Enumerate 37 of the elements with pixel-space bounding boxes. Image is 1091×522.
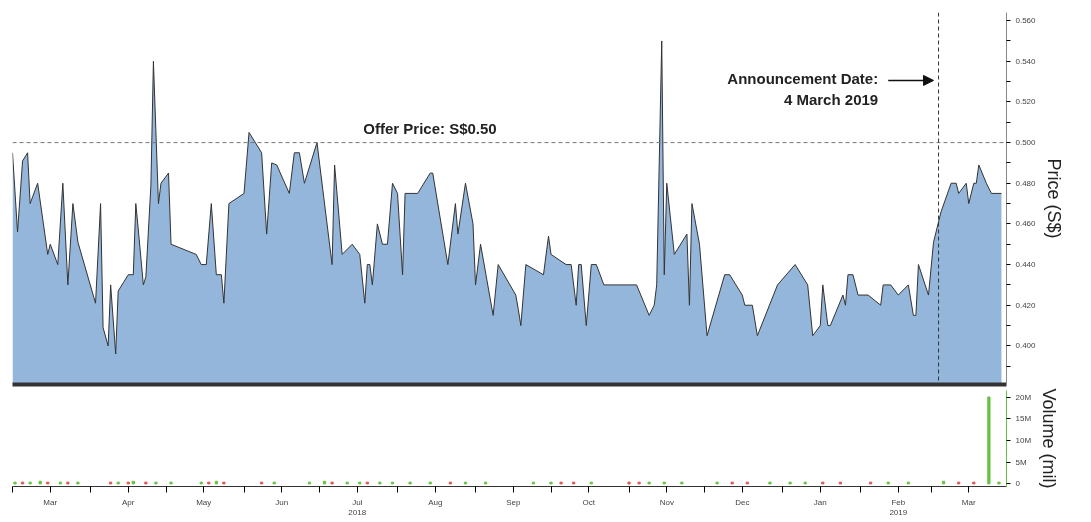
x-tick-label: Nov bbox=[659, 497, 674, 507]
x-tick-label: Mar bbox=[961, 497, 976, 507]
x-tick-label: Oct bbox=[582, 497, 596, 507]
y-tick-label: 0.560 bbox=[1015, 16, 1037, 26]
y-tick-label: 0.400 bbox=[1015, 341, 1037, 351]
bar bbox=[214, 480, 218, 485]
x-tick-label: May bbox=[196, 497, 212, 507]
bar bbox=[322, 480, 327, 485]
bar bbox=[941, 480, 946, 485]
y-tick-label: 0 bbox=[1015, 479, 1021, 489]
bar bbox=[987, 396, 991, 485]
y-tick-label: 0.440 bbox=[1015, 260, 1037, 270]
y-tick-label: 15M bbox=[1015, 414, 1032, 424]
y-tick-label: 20M bbox=[1015, 392, 1032, 402]
y-tick-label: 5M bbox=[1015, 457, 1027, 467]
x-tick-label: Feb 2019 bbox=[889, 497, 908, 518]
x-tick-label: Jul 2018 bbox=[348, 497, 367, 518]
y-tick-label: 0.480 bbox=[1015, 178, 1037, 188]
x-tick-label: Apr bbox=[122, 497, 135, 507]
x-tick-label: Dec bbox=[735, 497, 750, 507]
y-tick-label: 0.420 bbox=[1015, 300, 1037, 310]
y-tick-label: 10M bbox=[1015, 435, 1032, 445]
y-tick-label: 0.540 bbox=[1015, 56, 1037, 66]
bar bbox=[131, 480, 135, 485]
x-tick-label: Jan bbox=[813, 497, 827, 507]
y-axis-title: Price (S$) bbox=[1043, 158, 1064, 239]
y-tick-label: 0.520 bbox=[1015, 97, 1037, 107]
x-tick-label: Sep bbox=[506, 497, 521, 507]
y-tick-label: 0.500 bbox=[1015, 138, 1037, 148]
ref-line-label: Offer Price: S$0.50 bbox=[363, 119, 497, 137]
x-tick-label: Mar bbox=[43, 497, 58, 507]
y-tick-label: 0.460 bbox=[1015, 219, 1037, 229]
y-axis-title: Volume (mil) bbox=[1039, 388, 1060, 489]
x-tick-label: Jun bbox=[275, 497, 289, 507]
x-tick-label: Aug bbox=[428, 497, 443, 507]
ref-line-label: Announcement Date: 4 March 2019 bbox=[727, 69, 879, 109]
bar bbox=[38, 480, 42, 485]
